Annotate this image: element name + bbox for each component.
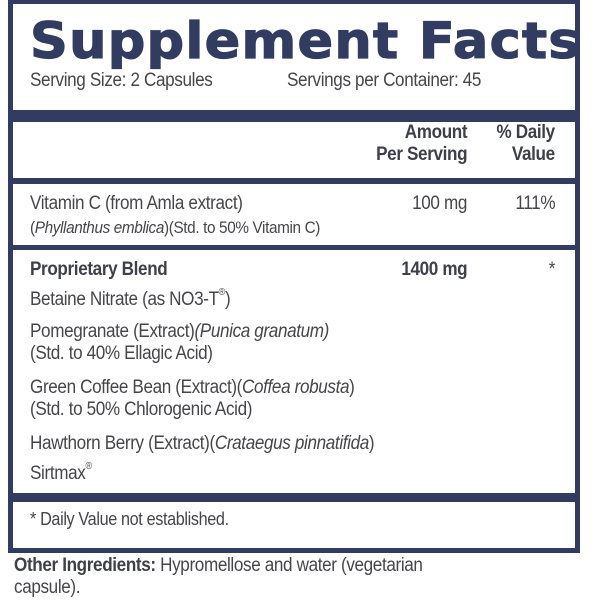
vitamin-c-source: (Phyllanthus emblica)(Std. to 50% Vitami… (30, 218, 321, 237)
blend-item-green-coffee: Green Coffee Bean (Extract)(Coffea robus… (30, 377, 355, 420)
divider (8, 245, 580, 250)
vitamin-c-amount: 100 mg (412, 193, 467, 214)
panel-title: Supplement Facts (29, 11, 581, 70)
footnote: * Daily Value not established. (30, 509, 229, 529)
serving-size: Serving Size: 2 Capsules (30, 70, 213, 91)
blend-dv: * (548, 259, 556, 280)
blend-name: Proprietary Blend (30, 259, 168, 280)
dv-header: % Daily Value (496, 122, 556, 165)
other-ingredients: Other Ingredients: Hypromellose and wate… (14, 555, 423, 598)
blend-item-pomegranate: Pomegranate (Extract)(Punica granatum) (S… (30, 321, 330, 364)
vitamin-c-name: Vitamin C (from Amla extract) (30, 193, 243, 214)
divider-thick (8, 493, 580, 502)
divider-thick (8, 110, 580, 122)
blend-amount: 1400 mg (401, 259, 467, 280)
servings-per-container: Servings per Container: 45 (287, 70, 482, 91)
blend-item-hawthorn: Hawthorn Berry (Extract)(Crataegus pinna… (30, 433, 375, 454)
blend-item-betaine: Betaine Nitrate (as NO3-T®) (30, 287, 231, 310)
divider (8, 178, 580, 184)
blend-item-sirtmax: Sirtmax® (30, 461, 92, 484)
vitamin-c-dv: 111% (515, 193, 555, 214)
amount-header: Amount Per Serving (375, 122, 467, 165)
supplement-facts-panel (8, 0, 580, 553)
